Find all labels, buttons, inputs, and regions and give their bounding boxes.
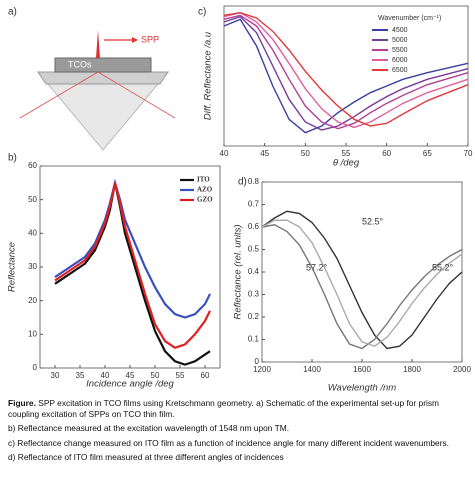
spp-spike (96, 30, 100, 58)
x-tick-label: 1200 (253, 365, 271, 374)
panel-a: a) TCOs SPP (8, 7, 176, 151)
x-tick-label: 1600 (353, 365, 371, 374)
figure: a) TCOs SPP c) 40 45 50 55 60 65 70 θ /deg Diff. … (7, 5, 473, 394)
y-tick-label: 50 (28, 195, 37, 204)
panel-label: a) (8, 7, 17, 18)
x-tick-label: 40 (101, 371, 110, 380)
spp-label: SPP (141, 34, 159, 44)
x-tick-label: 55 (176, 371, 185, 380)
x-tick-label: 70 (464, 149, 473, 158)
x-axis-label: Wavelength /nm (328, 383, 397, 394)
figure-label: Figure. (8, 398, 36, 408)
legend-label: 6000 (392, 57, 408, 64)
legend-label: AZO (197, 186, 213, 194)
y-tick-label: 0.7 (248, 200, 260, 209)
caption-paragraph: c) Reflectance change measured on ITO fi… (8, 437, 450, 448)
x-tick-label: 60 (382, 149, 391, 158)
reflected-ray (97, 71, 176, 119)
x-tick-label: 35 (76, 371, 85, 380)
y-tick-label: 0.1 (248, 335, 260, 344)
series-line (54, 182, 211, 366)
legend-label: 5000 (392, 37, 408, 44)
legend-label: 6500 (392, 67, 408, 74)
x-tick-label: 55 (342, 149, 351, 158)
spp-arrowhead (132, 37, 138, 43)
y-axis-label: Reflectance (7, 242, 18, 292)
x-tick-label: 45 (260, 149, 269, 158)
curve-annotation: 52.5° (362, 216, 384, 226)
series-line (223, 18, 469, 134)
caption: Figure. SPP excitation in TCO films usin… (8, 398, 468, 467)
y-tick-label: 0.4 (248, 267, 260, 276)
y-axis-label: Reflectance (rel. units) (233, 224, 244, 319)
y-tick-label: 0 (33, 363, 38, 372)
y-axis-label: Diff. Reflectance /a.u (203, 31, 214, 120)
curve-annotation: 55.2° (432, 262, 454, 272)
y-tick-label: 0.2 (248, 312, 260, 321)
layer-label: TCOs (68, 59, 92, 69)
caption-text: SPP excitation in TCO films using Kretsc… (8, 398, 440, 419)
x-tick-label: 65 (423, 149, 432, 158)
x-tick-label: 40 (220, 149, 229, 158)
x-axis-label: Incidence angle /deg (86, 379, 174, 390)
curve-annotation: 57.2° (306, 262, 328, 272)
series-line (54, 182, 211, 350)
y-tick-label: 20 (28, 296, 37, 305)
y-tick-label: 0 (255, 357, 260, 366)
legend-title: Wavenumber (cm⁻¹) (378, 15, 441, 22)
x-tick-label: 50 (301, 149, 310, 158)
y-tick-label: 60 (28, 161, 37, 170)
panel-label: c) (198, 7, 206, 18)
series-line (261, 210, 463, 350)
y-tick-label: 0.6 (248, 222, 260, 231)
panel-label: d) (238, 177, 247, 188)
x-axis-label: θ /deg (333, 158, 360, 169)
legend-label: 4500 (392, 27, 408, 34)
series-line (223, 15, 469, 131)
incident-ray (19, 71, 99, 119)
y-tick-label: 0.8 (248, 177, 260, 186)
tco-layer (54, 57, 152, 73)
caption-paragraph: d) Reflectance of ITO film measured at t… (8, 452, 284, 462)
y-tick-label: 0.5 (248, 245, 260, 254)
legend-label: 5500 (392, 47, 408, 54)
series-line (223, 11, 469, 127)
x-tick-label: 60 (201, 371, 210, 380)
y-tick-label: 30 (28, 262, 37, 271)
panel-label: b) (8, 153, 17, 164)
y-tick-label: 10 (28, 329, 37, 338)
y-tick-label: 0.3 (248, 290, 260, 299)
x-tick-label: 1800 (403, 365, 421, 374)
series-line (54, 178, 211, 319)
caption-paragraph: Figure. SPP excitation in TCO films usin… (8, 398, 468, 419)
series-line (261, 219, 463, 348)
x-tick-label: 45 (126, 371, 135, 380)
x-tick-label: 30 (51, 371, 60, 380)
x-tick-label: 1400 (303, 365, 321, 374)
y-tick-label: 40 (28, 228, 37, 237)
legend-label: ITO (197, 176, 210, 184)
prism-top (37, 71, 169, 85)
legend-label: GZO (197, 196, 213, 204)
x-tick-label: 2000 (453, 365, 471, 374)
caption-paragraph: b) Reflectance measured at the excitatio… (8, 423, 290, 433)
series-line (223, 11, 469, 129)
series-line (223, 14, 469, 130)
x-tick-label: 50 (151, 371, 160, 380)
series-line (261, 224, 463, 350)
